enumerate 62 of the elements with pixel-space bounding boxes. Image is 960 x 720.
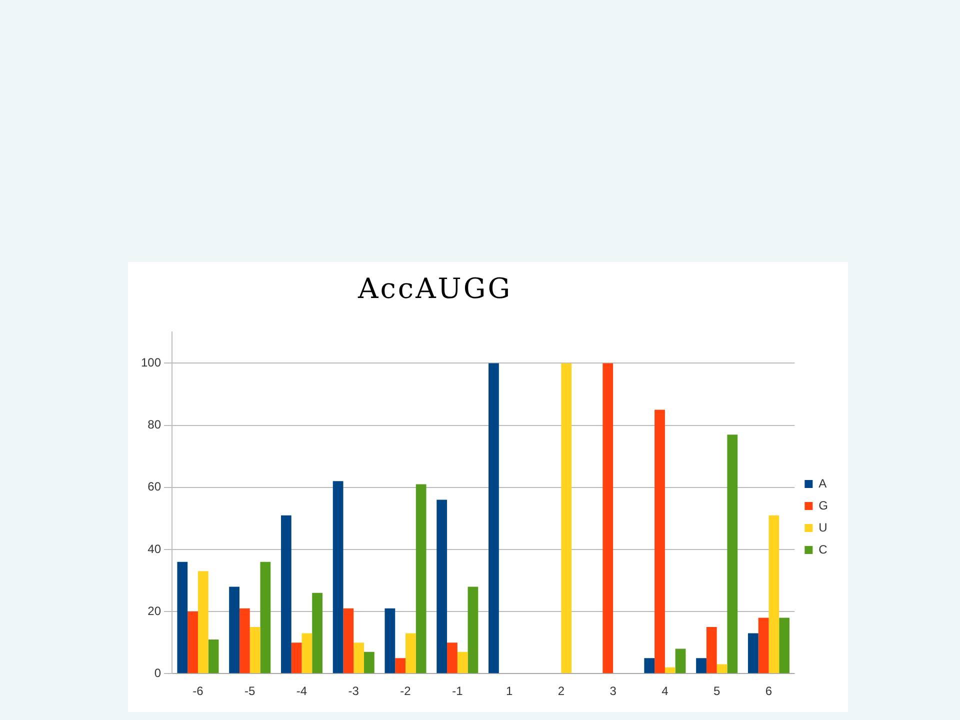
y-tick-label: 0 bbox=[154, 666, 162, 680]
x-tick-label: -4 bbox=[296, 684, 308, 698]
bar bbox=[384, 608, 396, 674]
bar bbox=[664, 667, 676, 674]
bar bbox=[250, 627, 260, 674]
bar bbox=[457, 652, 468, 674]
bar bbox=[447, 642, 458, 674]
bar bbox=[198, 571, 208, 674]
bar bbox=[416, 484, 426, 674]
bar bbox=[188, 612, 198, 674]
legend-label: G bbox=[818, 498, 828, 512]
x-tick-label: 2 bbox=[558, 684, 565, 698]
text: AccAUGG bbox=[358, 272, 512, 305]
bar bbox=[696, 658, 706, 674]
bar bbox=[343, 608, 354, 674]
bar bbox=[354, 642, 364, 674]
bar bbox=[364, 652, 374, 674]
bar bbox=[706, 627, 717, 674]
bar bbox=[748, 633, 758, 674]
legend-label: A bbox=[818, 476, 827, 490]
y-tick-label: 60 bbox=[148, 480, 162, 494]
bar bbox=[291, 642, 302, 674]
bar bbox=[436, 500, 448, 674]
bar bbox=[177, 562, 188, 674]
legend-label: C bbox=[818, 542, 828, 556]
x-tick-label: 1 bbox=[506, 684, 513, 698]
x-tick-label: 3 bbox=[610, 684, 617, 698]
bar bbox=[312, 592, 322, 674]
x-tick-label: -5 bbox=[244, 684, 256, 698]
bar bbox=[229, 586, 240, 674]
y-tick-label: 100 bbox=[140, 356, 162, 370]
x-tick-label: -2 bbox=[400, 684, 412, 698]
bar bbox=[395, 658, 406, 674]
bar bbox=[654, 410, 665, 674]
bar bbox=[561, 363, 572, 674]
bar bbox=[208, 639, 219, 674]
bar bbox=[644, 658, 655, 674]
bar bbox=[716, 664, 728, 674]
bar bbox=[768, 515, 780, 674]
y-tick-label: 80 bbox=[148, 418, 162, 432]
x-tick-label: 4 bbox=[662, 684, 669, 698]
bar bbox=[332, 481, 344, 674]
x-tick-label: 6 bbox=[765, 684, 772, 698]
bar bbox=[727, 434, 738, 674]
bar bbox=[758, 618, 769, 674]
bar bbox=[302, 633, 312, 674]
x-tick-label: 5 bbox=[713, 684, 720, 698]
x-tick-label: -1 bbox=[452, 684, 464, 698]
bar bbox=[406, 633, 416, 674]
bar bbox=[239, 608, 250, 674]
bar bbox=[468, 586, 478, 674]
x-tick-label: -3 bbox=[348, 684, 360, 698]
bar bbox=[488, 363, 499, 674]
x-tick-label: -6 bbox=[192, 684, 204, 698]
bar bbox=[779, 618, 790, 674]
bar bbox=[280, 515, 292, 674]
bar bbox=[260, 562, 271, 674]
y-tick-label: 20 bbox=[148, 604, 162, 618]
y-tick-label: 40 bbox=[148, 542, 162, 556]
legend-label: U bbox=[818, 520, 828, 534]
bar bbox=[675, 648, 686, 674]
bar bbox=[602, 363, 614, 674]
